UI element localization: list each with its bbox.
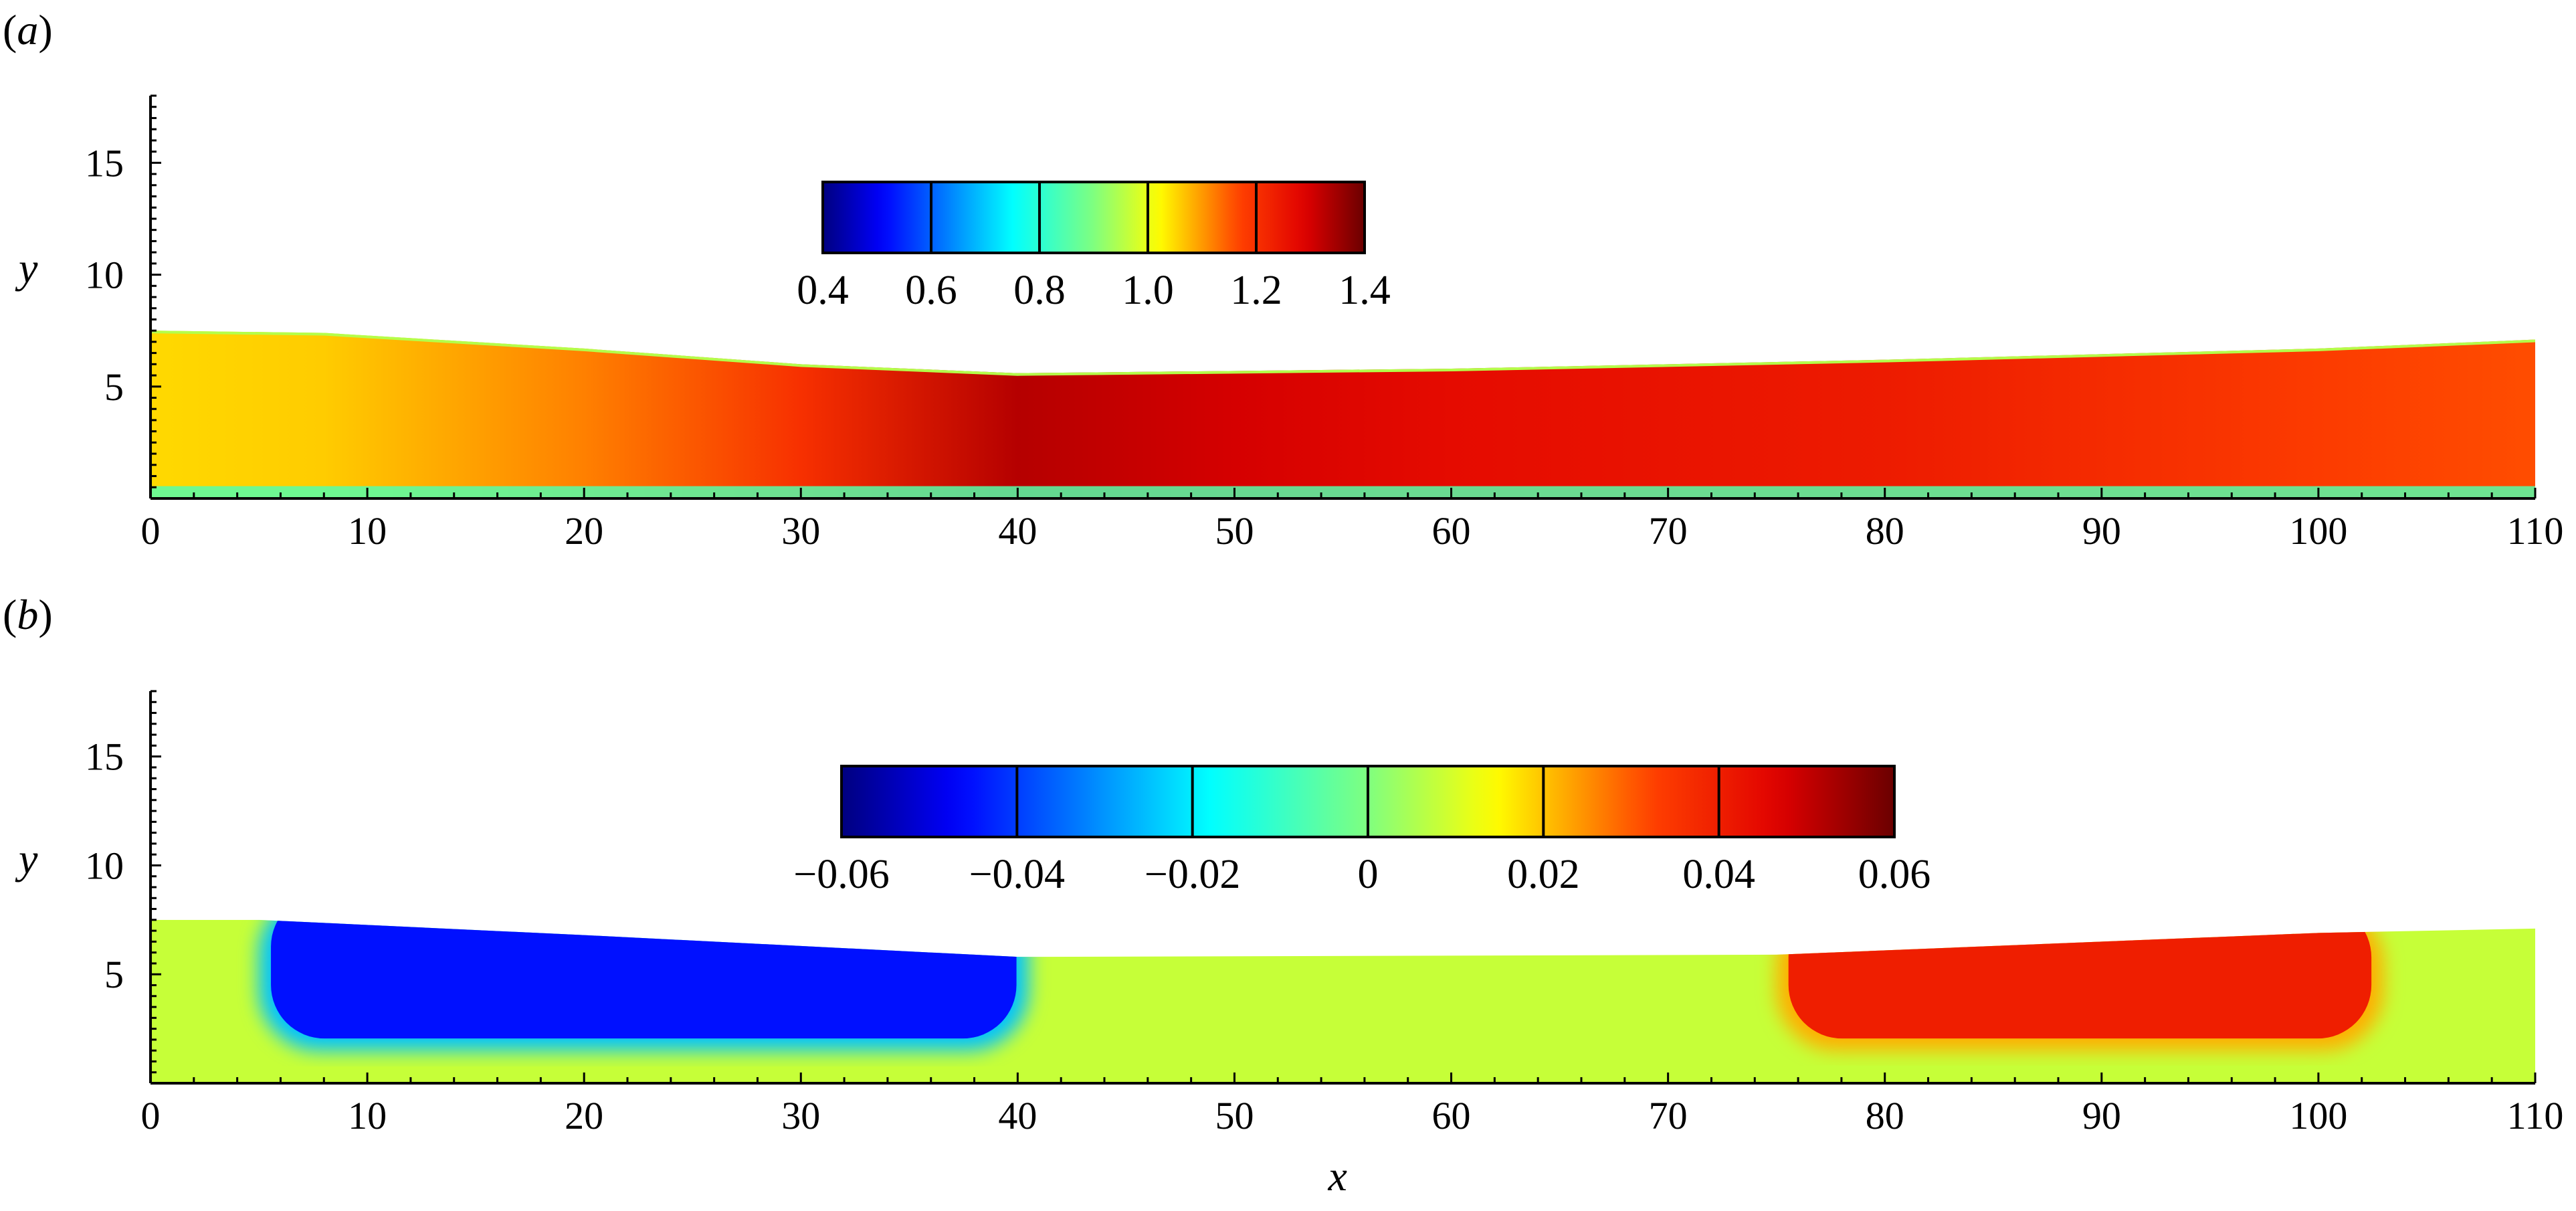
x-tick-label: 80 [1866, 509, 1904, 553]
panel-0: 0 10 20 30 40 50 60 70 80 90 100 110 5 10 15 y 0.4 0.6 0.8… [15, 94, 2564, 553]
x-tick-label: 90 [2082, 509, 2121, 553]
region-core-0 [271, 919, 1017, 1039]
x-tick-label: 30 [781, 1094, 820, 1137]
colorbar-tick-label: −0.04 [969, 852, 1065, 897]
colorbar: −0.06 −0.04 −0.02 0 0.02 0.04 0.06 [793, 765, 1931, 897]
colorbar-tick-label: 0 [1358, 852, 1379, 897]
x-tick-label: 20 [565, 1094, 603, 1137]
x-tick-label: 70 [1649, 1094, 1688, 1137]
x-tick-label: 50 [1215, 1094, 1254, 1137]
x-tick-label: 110 [2507, 1094, 2564, 1137]
colorbar-tick-label: 0.8 [1013, 268, 1066, 313]
region-core-1 [1788, 919, 2372, 1039]
panel-label-a: (a) [3, 6, 53, 54]
colorbar-tick-label: −0.02 [1145, 852, 1240, 897]
y-tick-label: 10 [85, 254, 124, 297]
x-tick-label: 20 [565, 509, 603, 553]
x-tick-label: 40 [998, 1094, 1037, 1137]
x-tick-label: 70 [1649, 509, 1688, 553]
x-tick-label: 110 [2507, 509, 2564, 553]
x-tick-label: 50 [1215, 509, 1254, 553]
y-tick-label: 5 [104, 953, 124, 996]
x-tick-label: 0 [141, 1094, 161, 1137]
x-tick-label: 60 [1432, 1094, 1471, 1137]
y-axis-label: y [15, 835, 38, 882]
x-tick-label: 60 [1432, 509, 1471, 553]
x-tick-label: 0 [141, 509, 161, 553]
colorbar: 0.4 0.6 0.8 1.0 1.2 1.4 [797, 181, 1391, 313]
x-tick-label: 10 [348, 509, 387, 553]
colorbar-tick-label: 0.06 [1858, 852, 1931, 897]
x-tick-label: 10 [348, 1094, 387, 1137]
wall-layer [151, 486, 2535, 498]
colorbar-tick-label: 1.4 [1339, 268, 1391, 313]
x-tick-label: 100 [2289, 509, 2347, 553]
y-tick-label: 5 [104, 365, 124, 409]
panel-label-b: (b) [3, 591, 53, 638]
x-axis-label: x [1328, 1152, 1347, 1200]
x-tick-label: 40 [998, 509, 1037, 553]
colorbar-tick-label: 0.6 [905, 268, 957, 313]
y-tick-label: 10 [85, 844, 124, 887]
y-tick-label: 15 [85, 141, 124, 185]
x-tick-label: 30 [781, 509, 820, 553]
x-tick-label: 100 [2289, 1094, 2347, 1137]
x-tick-label: 80 [1866, 1094, 1904, 1137]
y-axis-label: y [15, 244, 38, 292]
colorbar-tick-label: 1.0 [1122, 268, 1174, 313]
x-tick-label: 90 [2082, 1094, 2121, 1137]
colorbar-tick-label: 1.2 [1230, 268, 1282, 313]
colorbar-tick-label: −0.06 [793, 852, 889, 897]
field-0 [151, 331, 2535, 498]
field-1 [151, 919, 2535, 1083]
colorbar-tick-label: 0.04 [1682, 852, 1755, 897]
y-tick-label: 15 [85, 735, 124, 779]
colorbar-tick-label: 0.02 [1507, 852, 1580, 897]
colorbar-bar [821, 181, 1366, 254]
colorbar-tick-label: 0.4 [797, 268, 849, 313]
